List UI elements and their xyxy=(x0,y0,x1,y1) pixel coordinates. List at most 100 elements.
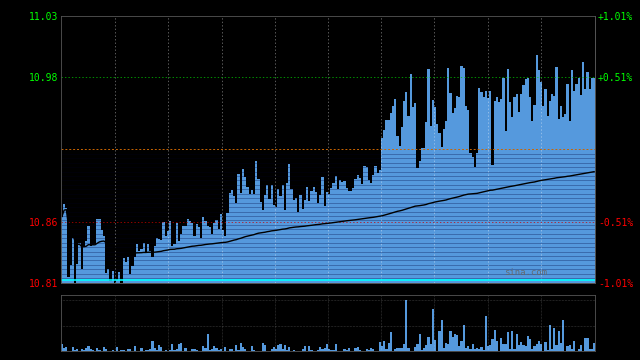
Bar xyxy=(379,170,381,283)
Bar xyxy=(478,349,481,351)
Bar xyxy=(392,16,394,106)
Bar xyxy=(308,346,310,351)
Bar xyxy=(516,16,518,94)
Bar xyxy=(545,89,547,283)
Bar xyxy=(569,121,571,283)
Bar xyxy=(525,78,527,283)
Bar xyxy=(518,345,520,351)
Bar xyxy=(209,227,211,283)
Bar xyxy=(288,164,291,283)
Bar xyxy=(374,16,376,166)
Bar xyxy=(191,16,193,223)
Bar xyxy=(465,16,467,105)
Bar xyxy=(164,236,167,283)
Bar xyxy=(244,177,246,283)
Bar xyxy=(359,350,361,351)
Bar xyxy=(65,347,67,351)
Bar xyxy=(536,55,538,283)
Bar xyxy=(591,78,593,283)
Bar xyxy=(125,16,127,262)
Bar xyxy=(317,16,319,203)
Bar xyxy=(286,16,288,183)
Bar xyxy=(123,350,125,351)
Bar xyxy=(169,221,172,283)
Bar xyxy=(372,175,374,283)
Bar xyxy=(61,216,63,283)
Bar xyxy=(107,16,109,269)
Bar xyxy=(99,219,100,283)
Bar xyxy=(227,16,228,213)
Bar xyxy=(538,341,540,351)
Bar xyxy=(547,16,549,116)
Bar xyxy=(489,345,492,351)
Bar xyxy=(246,16,248,187)
Bar xyxy=(248,194,251,283)
Bar xyxy=(359,16,361,178)
Bar xyxy=(277,345,280,351)
Bar xyxy=(452,113,454,283)
Bar xyxy=(525,346,527,351)
Bar xyxy=(301,348,304,351)
Bar xyxy=(593,16,595,78)
Bar xyxy=(169,350,172,351)
Bar xyxy=(304,346,306,351)
Bar xyxy=(275,207,277,283)
Bar xyxy=(372,348,374,351)
Bar xyxy=(560,343,562,351)
Bar xyxy=(381,138,383,283)
Bar xyxy=(288,16,291,164)
Bar xyxy=(65,16,67,208)
Bar xyxy=(355,348,356,351)
Bar xyxy=(396,348,399,351)
Bar xyxy=(85,348,87,351)
Bar xyxy=(178,345,180,351)
Bar xyxy=(151,341,154,351)
Bar xyxy=(189,221,191,283)
Bar xyxy=(184,226,187,283)
Bar xyxy=(410,74,412,283)
Bar xyxy=(99,350,100,351)
Bar xyxy=(304,200,306,283)
Bar xyxy=(376,172,379,283)
Bar xyxy=(292,200,295,283)
Bar xyxy=(315,192,317,283)
Bar xyxy=(438,330,440,351)
Bar xyxy=(399,16,401,146)
Bar xyxy=(580,345,582,351)
Bar xyxy=(456,16,458,96)
Bar xyxy=(438,132,440,283)
Bar xyxy=(251,190,253,283)
Bar xyxy=(175,223,178,283)
Bar xyxy=(492,165,493,283)
Bar xyxy=(96,348,99,351)
Bar xyxy=(549,101,551,283)
Bar xyxy=(456,334,458,351)
Bar xyxy=(533,346,536,351)
Bar xyxy=(465,105,467,283)
Bar xyxy=(228,349,231,351)
Bar xyxy=(496,97,498,283)
Bar xyxy=(417,344,419,351)
Bar xyxy=(72,238,74,283)
Bar xyxy=(280,16,282,196)
Bar xyxy=(218,350,220,351)
Bar xyxy=(529,97,531,283)
Bar xyxy=(571,349,573,351)
Bar xyxy=(445,343,447,351)
Bar xyxy=(509,102,511,283)
Bar xyxy=(246,187,248,283)
Bar xyxy=(434,16,436,107)
Bar xyxy=(200,16,202,238)
Bar xyxy=(545,16,547,89)
Bar xyxy=(158,16,160,239)
Bar xyxy=(540,16,542,81)
Bar xyxy=(123,258,125,283)
Bar xyxy=(72,347,74,351)
Bar xyxy=(116,347,118,351)
Bar xyxy=(321,349,324,351)
Bar xyxy=(505,131,507,283)
Bar xyxy=(538,16,540,70)
Bar xyxy=(228,16,231,193)
Bar xyxy=(425,345,428,351)
Bar xyxy=(410,16,412,74)
